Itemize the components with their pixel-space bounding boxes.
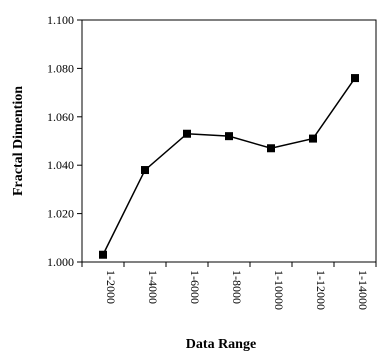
x-tick-label: 1-6000 bbox=[188, 270, 202, 304]
data-point bbox=[183, 129, 191, 138]
x-tick-label: 1-2000 bbox=[104, 270, 118, 304]
series-line bbox=[102, 77, 356, 256]
plot-border bbox=[81, 19, 377, 263]
x-axis-title: Data Range bbox=[186, 337, 256, 352]
x-tick-label: 1-10000 bbox=[272, 270, 286, 310]
y-tick-label: 1.040 bbox=[47, 158, 74, 172]
plot-frame bbox=[81, 19, 377, 263]
data-point bbox=[309, 134, 317, 143]
y-tick-label: 1.080 bbox=[47, 61, 74, 75]
series-layer bbox=[99, 74, 359, 259]
data-point bbox=[225, 132, 233, 141]
data-point bbox=[141, 166, 149, 175]
y-axis-title: Fractal Dimention bbox=[11, 86, 26, 196]
y-tick-label: 1.100 bbox=[47, 13, 74, 27]
y-tick-label: 1.020 bbox=[47, 207, 74, 221]
x-tick-label: 1-4000 bbox=[146, 270, 160, 304]
x-tick-label: 1-12000 bbox=[314, 270, 328, 310]
y-tick-label: 1.000 bbox=[47, 255, 74, 269]
x-tick-label: 1-14000 bbox=[356, 270, 370, 310]
x-axis-ticks: 1-2000 1-4000 1-6000 1-8000 1-10000 1-12000 1-… bbox=[81, 262, 377, 310]
data-point bbox=[99, 250, 107, 259]
y-tick-label: 1.060 bbox=[47, 110, 74, 124]
y-axis-ticks: 1.000 1.020 1.040 1.060 1.080 1.100 bbox=[47, 13, 82, 269]
data-point bbox=[351, 74, 359, 83]
x-tick-label: 1-8000 bbox=[230, 270, 244, 304]
data-point bbox=[267, 144, 275, 153]
